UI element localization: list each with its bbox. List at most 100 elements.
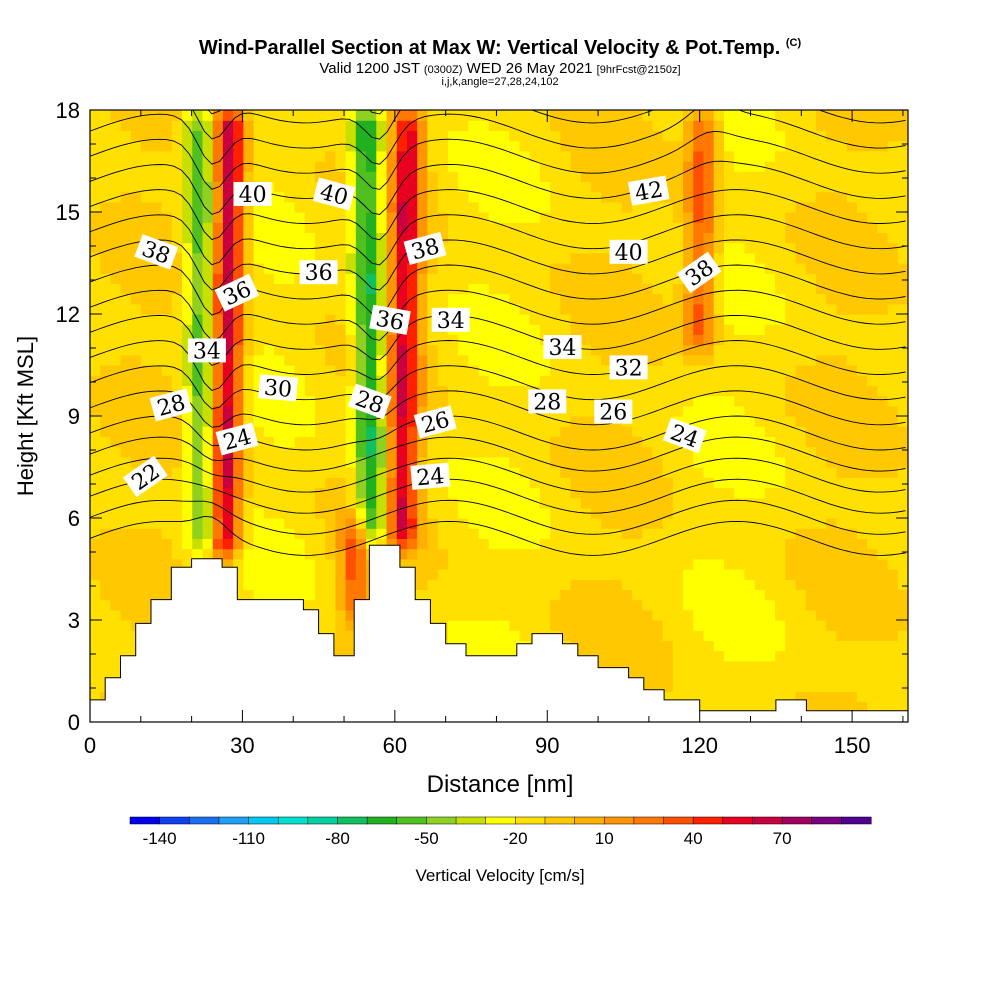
heatmap-cell	[488, 212, 500, 223]
heatmap-cell	[775, 110, 786, 121]
heatmap-cell	[795, 548, 807, 560]
heatmap-cell	[406, 303, 418, 315]
heatmap-cell	[713, 273, 725, 284]
heatmap-cell	[672, 609, 684, 621]
heatmap-cell	[662, 558, 674, 570]
heatmap-cell	[754, 283, 766, 295]
heatmap-cell	[171, 558, 183, 570]
heatmap-cell	[284, 344, 296, 356]
heatmap-cell	[478, 426, 490, 437]
heatmap-cell	[202, 426, 214, 437]
heatmap-cell	[867, 640, 878, 652]
heatmap-cell	[253, 528, 265, 539]
theta-contour-line	[90, 457, 906, 493]
heatmap-cell	[141, 558, 152, 570]
heatmap-cell	[274, 150, 285, 162]
heatmap-cell	[693, 334, 705, 346]
heatmap-cell	[90, 487, 101, 499]
heatmap-cell	[621, 273, 633, 284]
heatmap-cell	[120, 334, 132, 346]
heatmap-cell	[263, 528, 275, 539]
heatmap-cell	[631, 273, 643, 284]
heatmap-cell	[406, 344, 418, 356]
heatmap-cell	[90, 120, 101, 131]
heatmap-cell	[233, 120, 244, 131]
colorbar-swatch	[129, 816, 161, 825]
heatmap-cell	[182, 191, 193, 203]
heatmap-cell	[100, 548, 112, 560]
heatmap-cell	[795, 232, 807, 244]
heatmap-cell	[703, 201, 715, 213]
heatmap-cell	[437, 609, 449, 621]
heatmap-cell	[488, 416, 500, 427]
heatmap-cell	[437, 344, 449, 356]
heatmap-cell	[877, 518, 889, 529]
heatmap-cell	[294, 171, 306, 182]
heatmap-cell	[529, 273, 541, 284]
contour-label: 36	[369, 304, 411, 336]
heatmap-cell	[775, 293, 786, 305]
heatmap-cell	[683, 252, 694, 264]
heatmap-cell	[591, 518, 602, 529]
heatmap-cell	[100, 110, 112, 121]
heatmap-cell	[703, 181, 715, 193]
heatmap-cell	[468, 365, 480, 376]
heatmap-cell	[222, 365, 234, 376]
heatmap-cell	[642, 222, 653, 233]
heatmap-cell	[488, 222, 500, 233]
heatmap-cell	[90, 212, 101, 223]
heatmap-cell	[468, 110, 480, 121]
heatmap-cell	[243, 140, 255, 152]
heatmap-cell	[550, 181, 561, 193]
heatmap-cell	[591, 579, 602, 590]
heatmap-cell	[775, 283, 786, 295]
heatmap-cell	[90, 405, 101, 417]
heatmap-cell	[836, 191, 848, 203]
heatmap-cell	[335, 579, 347, 590]
heatmap-cell	[591, 589, 602, 601]
heatmap-cell	[897, 324, 908, 335]
heatmap-cell	[580, 181, 592, 193]
heatmap-cell	[110, 507, 122, 519]
heatmap-cell	[202, 436, 214, 448]
heatmap-cell	[141, 416, 152, 427]
heatmap-cell	[591, 130, 602, 142]
heatmap-cell	[468, 579, 480, 590]
heatmap-cell	[539, 130, 551, 142]
heatmap-cell	[314, 456, 326, 468]
heatmap-cell	[284, 314, 296, 325]
heatmap-cell	[488, 609, 500, 621]
heatmap-cell	[846, 385, 858, 397]
heatmap-cell	[867, 375, 878, 386]
heatmap-cell	[693, 497, 705, 509]
heatmap-cell	[611, 191, 623, 203]
heatmap-cell	[192, 150, 204, 162]
heatmap-cell	[539, 283, 551, 295]
heatmap-cell	[887, 650, 899, 662]
heatmap-cell	[723, 130, 735, 142]
heatmap-cell	[703, 569, 715, 580]
heatmap-cell	[182, 487, 193, 499]
heatmap-cell	[233, 456, 244, 468]
heatmap-cell	[836, 171, 848, 182]
heatmap-cell	[601, 303, 613, 315]
heatmap-cell	[550, 609, 561, 621]
heatmap-cell	[560, 620, 572, 631]
heatmap-cell	[591, 150, 602, 162]
heatmap-cell	[519, 293, 531, 305]
heatmap-cell	[764, 650, 776, 662]
heatmap-cell	[672, 558, 684, 570]
heatmap-cell	[815, 487, 827, 499]
contour-label-bg	[431, 307, 470, 332]
heatmap-cell	[703, 579, 715, 590]
heatmap-cell	[764, 538, 776, 550]
heatmap-cell	[263, 232, 275, 244]
heatmap-cell	[499, 263, 510, 274]
heatmap-cell	[662, 385, 674, 397]
heatmap-cell	[222, 344, 234, 356]
heatmap-cell	[437, 140, 449, 152]
heatmap-cell	[90, 283, 101, 295]
heatmap-cell	[631, 171, 643, 182]
heatmap-cell	[856, 405, 868, 417]
heatmap-cell	[836, 640, 848, 652]
